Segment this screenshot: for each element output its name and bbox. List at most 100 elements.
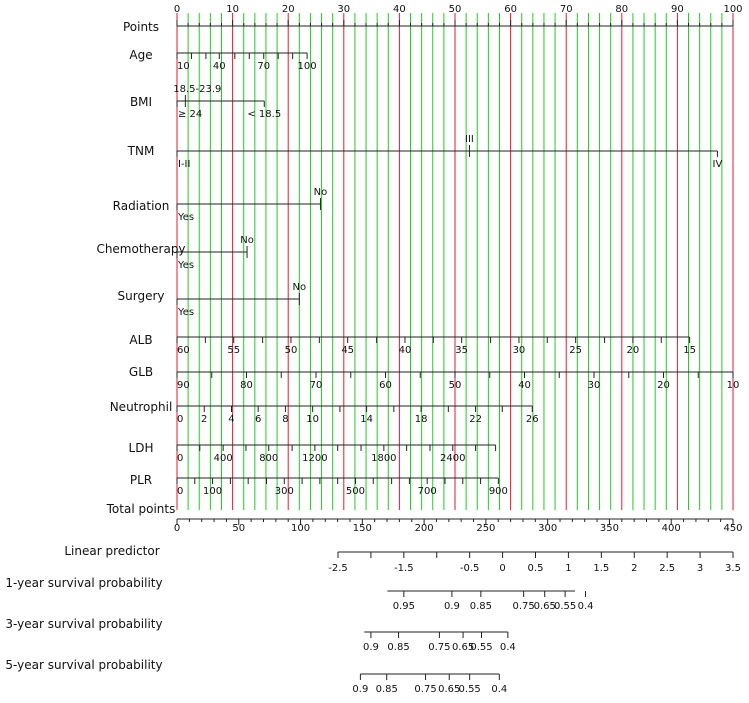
row-alb xyxy=(176,336,691,343)
points-tick-label: 100 xyxy=(723,4,742,15)
row-tick-label: 2 xyxy=(201,414,207,425)
row-label-radiation: Radiation xyxy=(113,199,170,213)
points-tick-label: 50 xyxy=(449,4,462,15)
row-tick-label: 25 xyxy=(569,345,582,356)
row-label-glb: GLB xyxy=(129,365,153,379)
linear-predictor-label: Linear predictor xyxy=(64,544,159,558)
row-tick-label: 800 xyxy=(259,453,278,464)
row-tick-label: 400 xyxy=(214,453,233,464)
row-tick-label: 10 xyxy=(306,414,319,425)
row-tick-label: 18 xyxy=(415,414,428,425)
row-label-age: Age xyxy=(129,48,152,62)
points-tick-label: 30 xyxy=(337,4,350,15)
survival-tick-label: 0.9 xyxy=(444,601,460,612)
row-tick-label: 22 xyxy=(469,414,482,425)
linear-predictor-tick-label: 0 xyxy=(499,563,505,574)
row-tick-label: < 18.5 xyxy=(247,109,281,120)
total-points-tick-label: 150 xyxy=(353,523,372,534)
survival-tick-label: 0.55 xyxy=(459,684,481,695)
linear-predictor-tick-label: 2.5 xyxy=(659,563,675,574)
survival-tick-label: 0.75 xyxy=(414,684,436,695)
row-tick-label: 1200 xyxy=(302,453,327,464)
total-points-tick-label: 100 xyxy=(291,523,310,534)
row-tick-label: 8 xyxy=(282,414,288,425)
row-tick-label: Yes xyxy=(177,307,194,318)
row-tick-label: 0 xyxy=(177,414,183,425)
survival-tick-label: 0.55 xyxy=(554,601,576,612)
row-surgery xyxy=(176,293,300,305)
total-points-tick-label: 0 xyxy=(174,523,180,534)
row-tick-label: 18.5-23.9 xyxy=(173,84,221,95)
row-tick-label: 70 xyxy=(257,61,270,72)
total-points-tick-label: 350 xyxy=(600,523,619,534)
row-tick-label: 100 xyxy=(203,486,222,497)
points-label: Points xyxy=(123,20,159,34)
row-tick-label: 35 xyxy=(455,345,468,356)
row-tick-label: 4 xyxy=(228,414,234,425)
linear-predictor-tick-label: 1.5 xyxy=(593,563,609,574)
linear-predictor-tick-label: -0.5 xyxy=(460,563,480,574)
survival-label-1: 1-year survival probability xyxy=(5,576,162,590)
survival-tick-label: 0.65 xyxy=(534,601,556,612)
points-tick-label: 70 xyxy=(560,4,573,15)
total-points-label: Total points xyxy=(106,502,176,516)
row-plr xyxy=(176,477,499,484)
survival-tick-label: 0.65 xyxy=(438,684,460,695)
row-tick-label: 900 xyxy=(489,486,508,497)
total-points-tick-label: 400 xyxy=(662,523,681,534)
row-tick-label: 60 xyxy=(379,380,392,391)
row-label-tnm: TNM xyxy=(127,144,155,158)
row-tick-label: 26 xyxy=(526,414,539,425)
row-tick-label: 40 xyxy=(213,61,226,72)
row-tick-label: 20 xyxy=(657,380,670,391)
row-tick-label: 700 xyxy=(418,486,437,497)
survival-tick-label: 0.4 xyxy=(491,684,507,695)
row-tnm xyxy=(176,145,718,157)
survival-tick-label: 0.4 xyxy=(500,642,516,653)
survival-tick-label: 0.4 xyxy=(578,601,594,612)
row-bmi xyxy=(176,95,265,107)
row-tick-label: No xyxy=(314,187,328,198)
row-tick-label: 90 xyxy=(177,380,190,391)
row-tick-label: 0 xyxy=(177,453,183,464)
guide-lines xyxy=(176,13,734,510)
row-tick-label: 50 xyxy=(285,345,298,356)
survival-tick-label: 0.55 xyxy=(470,642,492,653)
row-tick-label: 40 xyxy=(518,380,531,391)
row-label-plr: PLR xyxy=(130,473,152,487)
row-tick-label: 50 xyxy=(449,380,462,391)
row-tick-label: 55 xyxy=(227,345,240,356)
points-tick-label: 40 xyxy=(393,4,406,15)
row-age xyxy=(176,52,308,59)
points-tick-label: 10 xyxy=(226,4,239,15)
row-tick-label: 15 xyxy=(683,345,696,356)
row-tick-label: III xyxy=(465,134,474,145)
row-label-bmi: BMI xyxy=(130,95,152,109)
row-tick-label: No xyxy=(240,235,254,246)
row-label-surgery: Surgery xyxy=(118,289,165,303)
row-label-neutrophil: Neutrophil xyxy=(110,400,173,414)
survival-tick-label: 0.95 xyxy=(393,601,415,612)
row-tick-label: 10 xyxy=(177,61,190,72)
row-tick-label: 300 xyxy=(275,486,294,497)
row-tick-label: 80 xyxy=(240,380,253,391)
row-glb xyxy=(176,371,734,378)
row-label-alb: ALB xyxy=(129,333,152,347)
row-tick-label: No xyxy=(293,282,307,293)
row-tick-label: 45 xyxy=(341,345,354,356)
survival-tick-label: 0.65 xyxy=(452,642,474,653)
linear-predictor-tick-label: 1 xyxy=(565,563,571,574)
row-tick-label: Yes xyxy=(177,212,194,223)
survival-tick-label: 0.85 xyxy=(387,642,409,653)
row-tick-label: 10 xyxy=(727,380,740,391)
linear-predictor-tick-label: 3.5 xyxy=(725,563,741,574)
linear-predictor-tick-label: 0.5 xyxy=(528,563,544,574)
total-points-tick-label: 50 xyxy=(232,523,245,534)
row-tick-label: 70 xyxy=(310,380,323,391)
points-tick-label: 0 xyxy=(174,4,180,15)
survival-tick-label: 0.75 xyxy=(513,601,535,612)
row-tick-label: 1800 xyxy=(371,453,396,464)
survival-label-3: 5-year survival probability xyxy=(5,658,162,672)
total-points-tick-label: 300 xyxy=(538,523,557,534)
